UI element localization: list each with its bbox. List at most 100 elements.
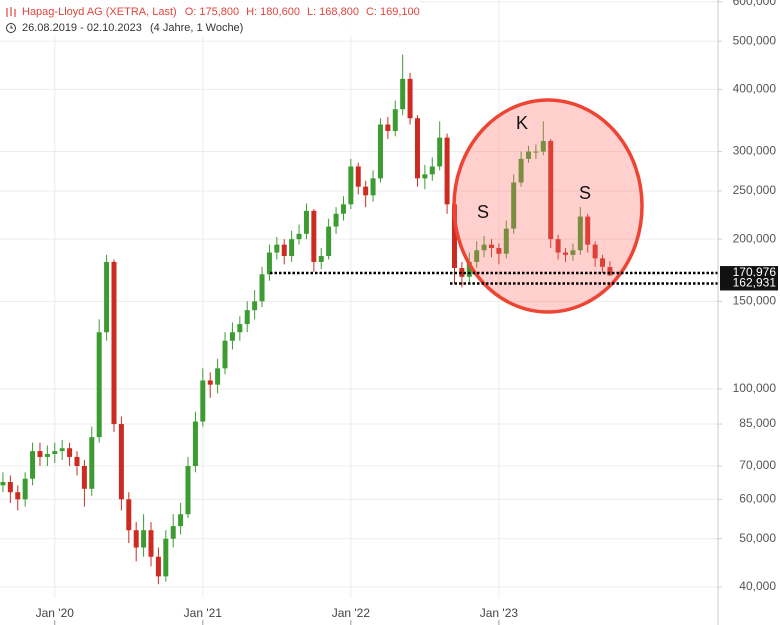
- candle-body: [348, 166, 354, 205]
- annotation: S: [579, 183, 591, 203]
- candle-body: [178, 514, 184, 527]
- candle-body: [244, 310, 250, 325]
- candle-body: [37, 451, 43, 457]
- candle-body: [311, 210, 317, 262]
- x-tick-label: Jan '20: [36, 606, 75, 620]
- candle-body: [200, 380, 206, 422]
- candle-body: [148, 530, 154, 557]
- annotation: K: [516, 113, 528, 133]
- highlight-circle: [452, 98, 644, 314]
- candle-body: [474, 250, 480, 262]
- y-tick-label: 60,000: [739, 491, 776, 505]
- candle-body: [96, 332, 102, 438]
- reference-label-box: [720, 276, 778, 291]
- candle-body: [252, 301, 258, 311]
- candle-body: [592, 244, 598, 259]
- ohlc-label: O: 175,800: [185, 6, 239, 18]
- candle-body: [444, 137, 450, 205]
- candle-body: [141, 530, 147, 548]
- y-tick-label: 200,000: [733, 231, 777, 245]
- candle-body: [600, 258, 606, 267]
- annotation: S: [477, 202, 489, 222]
- y-tick-label: 150,000: [733, 293, 777, 307]
- y-tick-label: 500,000: [733, 33, 777, 47]
- candle-body: [296, 233, 302, 240]
- candle-body: [355, 166, 361, 187]
- candle-body: [289, 239, 295, 257]
- candle-body: [503, 228, 509, 254]
- header-icon: [6, 7, 16, 17]
- candle-body: [496, 247, 502, 254]
- period-length: (4 Jahre, 1 Woche): [150, 22, 243, 34]
- y-tick-label: 300,000: [733, 144, 777, 158]
- candle-body: [400, 78, 406, 110]
- candle-body: [466, 261, 472, 277]
- candle-body: [266, 252, 272, 275]
- candle-body: [533, 151, 539, 153]
- candle-body: [229, 332, 235, 341]
- candle-body: [274, 244, 280, 253]
- candle-body: [59, 448, 65, 452]
- candle-body: [437, 137, 443, 167]
- header-bg: [0, 0, 420, 36]
- candle-body: [481, 244, 487, 251]
- x-tick-label: Jan '21: [184, 606, 223, 620]
- candle-body: [548, 141, 554, 240]
- candle-body: [22, 478, 28, 500]
- candle-body: [607, 267, 613, 276]
- candle-body: [207, 380, 213, 385]
- candle-body: [459, 268, 465, 277]
- candle-body: [385, 124, 391, 131]
- candle-body: [451, 204, 457, 269]
- chart-title: Hapag-Lloyd AG (XETRA, Last): [22, 6, 177, 18]
- reference-label: 170,976: [733, 265, 777, 279]
- candle-body: [407, 78, 413, 119]
- candle-body: [237, 324, 243, 333]
- y-tick-label: 100,000: [733, 381, 777, 395]
- candle-body: [318, 256, 324, 262]
- candle-body: [392, 109, 398, 131]
- candle-body: [585, 216, 591, 245]
- candle-body: [488, 244, 494, 248]
- candle-body: [518, 158, 524, 183]
- candle-body: [155, 556, 161, 577]
- candle-body: [0, 482, 6, 486]
- candle-body: [126, 499, 132, 531]
- candle-body: [333, 213, 339, 227]
- candle-body: [340, 204, 346, 214]
- y-tick-label: 70,000: [739, 458, 776, 472]
- y-tick-label: 600,000: [733, 0, 777, 8]
- candle-body: [303, 210, 309, 234]
- candle-body: [81, 466, 87, 489]
- candle-body: [185, 466, 191, 515]
- ohlc-label: C: 169,100: [366, 6, 420, 18]
- candle-body: [192, 421, 198, 467]
- candle-body: [577, 216, 583, 251]
- candle-body: [104, 261, 110, 333]
- overlays: S K S: [270, 113, 718, 285]
- candle-body: [422, 174, 428, 179]
- reference-label: 162,931: [733, 276, 777, 290]
- candle-body: [215, 368, 221, 385]
- candle-body: [281, 244, 287, 257]
- ohlc-label: H: 180,600: [246, 6, 300, 18]
- candle-body: [133, 530, 139, 548]
- candle-body: [326, 226, 332, 257]
- y-tick-label: 400,000: [733, 82, 777, 96]
- x-tick-label: Jan '22: [332, 606, 371, 620]
- candle-body: [370, 178, 376, 196]
- candle-body: [429, 166, 435, 175]
- y-tick-label: 40,000: [739, 579, 776, 593]
- x-tick-label: Jan '23: [480, 606, 519, 620]
- clock-icon: [6, 23, 16, 33]
- candle-body: [540, 141, 546, 152]
- candle-body: [30, 451, 36, 479]
- candle-body: [414, 118, 420, 179]
- candle-body: [15, 492, 21, 500]
- candle-body: [111, 261, 117, 425]
- candle-body: [570, 250, 576, 255]
- candle-body: [259, 274, 265, 302]
- candle-body: [222, 340, 228, 369]
